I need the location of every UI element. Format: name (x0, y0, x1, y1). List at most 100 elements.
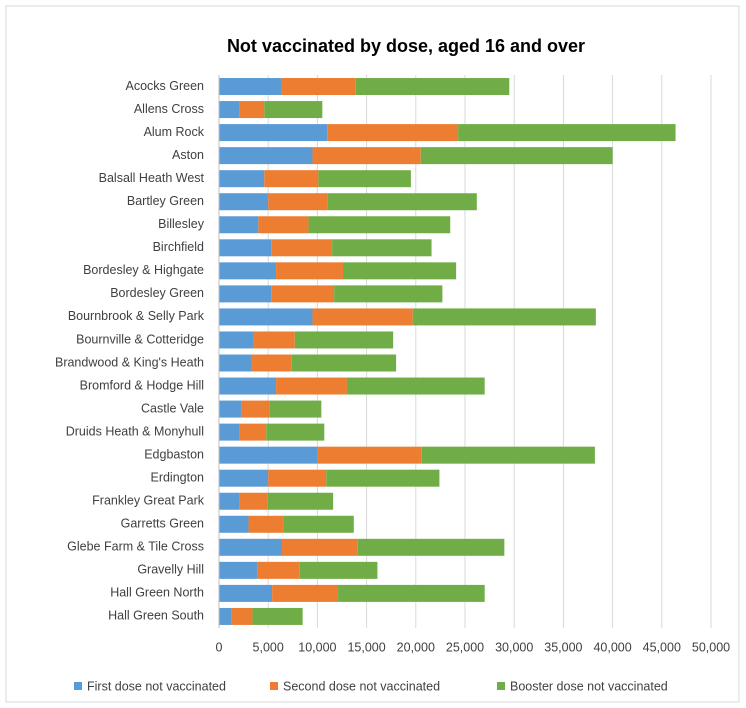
bar (272, 584, 339, 602)
x-tick-label: 10,000 (298, 640, 336, 654)
bar (219, 78, 281, 96)
bar (231, 607, 253, 625)
bar (219, 124, 328, 142)
bar (264, 101, 323, 119)
y-tick-label: Balsall Heath West (99, 171, 205, 185)
y-tick-label: Acocks Green (125, 79, 204, 93)
x-tick-label: 20,000 (397, 640, 435, 654)
bar (219, 308, 313, 326)
legend-swatch (497, 682, 505, 690)
bar (219, 239, 272, 257)
bar (327, 124, 459, 142)
bar (283, 515, 354, 533)
bar (219, 515, 249, 533)
y-tick-label: Hall Green South (108, 609, 204, 623)
bar (267, 492, 334, 510)
legend-label: First dose not vaccinated (87, 679, 226, 693)
y-tick-label: Bartley Green (127, 194, 204, 208)
y-tick-label: Aston (172, 148, 204, 162)
bar (338, 584, 485, 602)
bar (317, 446, 422, 464)
bar (219, 216, 259, 234)
bar (276, 262, 343, 280)
bar (412, 308, 596, 326)
x-tick-label: 0 (216, 640, 223, 654)
y-tick-label: Hall Green North (110, 586, 204, 600)
y-tick-label: Bournville & Cotteridge (76, 332, 204, 346)
bar (258, 216, 309, 234)
bar (219, 538, 282, 556)
legend-label: Second dose not vaccinated (283, 679, 440, 693)
bar (219, 285, 272, 303)
bar (271, 239, 333, 257)
bar (312, 308, 413, 326)
bar (219, 170, 265, 188)
bar (239, 101, 265, 119)
legend-swatch (270, 682, 278, 690)
bar (299, 561, 378, 579)
bar (271, 285, 335, 303)
bar (355, 78, 510, 96)
bar (312, 147, 421, 165)
bar (253, 331, 295, 349)
bar (280, 78, 356, 96)
y-tick-label: Bromford & Hodge Hill (80, 378, 204, 392)
bar (248, 515, 284, 533)
bar (219, 492, 240, 510)
x-tick-label: 25,000 (446, 640, 484, 654)
bar (239, 492, 268, 510)
bar (219, 446, 318, 464)
legend-swatch (74, 682, 82, 690)
bar (268, 193, 328, 211)
bar (420, 147, 613, 165)
y-tick-label: Erdington (150, 470, 204, 484)
y-tick-label: Druids Heath & Monyhull (66, 424, 204, 438)
y-tick-label: Alum Rock (144, 125, 205, 139)
bar (281, 538, 358, 556)
bar (308, 216, 451, 234)
x-tick-label: 30,000 (495, 640, 533, 654)
chart-title: Not vaccinated by dose, aged 16 and over (227, 36, 585, 56)
bar (332, 239, 432, 257)
bar (327, 193, 477, 211)
bar (219, 101, 240, 119)
bar (252, 607, 303, 625)
bar (334, 285, 443, 303)
y-tick-label: Glebe Farm & Tile Cross (67, 540, 204, 554)
bar (346, 377, 485, 395)
y-tick-label: Billesley (158, 217, 205, 231)
bar (294, 331, 394, 349)
bar (357, 538, 505, 556)
y-tick-label: Frankley Great Park (92, 494, 205, 508)
bar (342, 262, 457, 280)
x-tick-label: 50,000 (692, 640, 730, 654)
bar (251, 354, 292, 372)
y-tick-label: Castle Vale (141, 401, 204, 415)
bar (219, 584, 273, 602)
y-tick-label: Bournbrook & Selly Park (68, 309, 205, 323)
y-tick-label: Edgbaston (144, 447, 204, 461)
x-tick-label: 35,000 (544, 640, 582, 654)
y-tick-label: Bordesley & Highgate (83, 263, 204, 277)
bar (219, 262, 277, 280)
bar (219, 400, 242, 418)
bar (266, 423, 325, 441)
y-tick-label: Gravelly Hill (137, 563, 204, 577)
bar (421, 446, 595, 464)
x-tick-label: 45,000 (643, 640, 681, 654)
bar (264, 170, 319, 188)
y-tick-label: Brandwood & King's Heath (55, 355, 204, 369)
bar (326, 469, 440, 487)
bar (239, 423, 267, 441)
bar (219, 193, 269, 211)
x-tick-label: 5,000 (253, 640, 284, 654)
bar (219, 607, 232, 625)
bar (318, 170, 411, 188)
x-tick-label: 15,000 (347, 640, 385, 654)
bar (219, 147, 313, 165)
bar (458, 124, 676, 142)
bar (257, 561, 300, 579)
bar (219, 354, 252, 372)
legend-label: Booster dose not vaccinated (510, 679, 668, 693)
bar (219, 469, 269, 487)
